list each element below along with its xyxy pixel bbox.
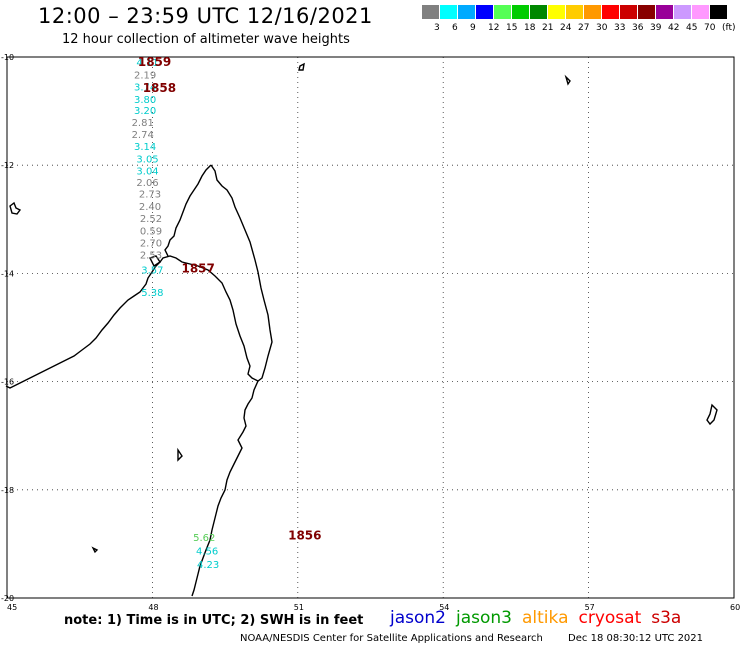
wave-height-value: 3.04 [136, 166, 158, 177]
map-frame [6, 56, 735, 599]
legend-swatch [620, 5, 637, 19]
legend-swatch [692, 5, 709, 19]
legend-swatch [584, 5, 601, 19]
longitude-label: 45 [7, 603, 17, 612]
satellite-jason3: jason3 [456, 608, 512, 628]
pass-time-label: 1858 [143, 81, 176, 95]
observation-labels: 4.11 2.193.743.803.202.812.743.143.053.04… [132, 55, 322, 571]
legend-label: 9 [470, 23, 476, 33]
note-text: note: 1) Time is in UTC; 2) SWH is in fe… [64, 613, 364, 628]
legend-label: 24 [560, 23, 572, 33]
satellite-cryosat: cryosat [578, 608, 642, 628]
wave-height-value: 4.56 [196, 547, 218, 558]
longitude-label: 54 [439, 603, 449, 612]
legend-label: 15 [506, 23, 518, 33]
legend-label: 3 [434, 23, 440, 33]
legend-label: 70 [704, 23, 716, 33]
legend-label: 27 [578, 23, 590, 33]
wave-height-value: 2.06 [136, 178, 158, 189]
wave-height-value: 2.53 [140, 250, 162, 261]
map-title: 12:00 – 23:59 UTC 12/16/2021 [38, 4, 373, 28]
wave-height-value: 5.38 [141, 288, 163, 299]
wave-height-value: 4.23 [197, 560, 219, 571]
legend-swatch [494, 5, 511, 19]
pass-time-label: 1859 [138, 55, 171, 69]
legend-swatch [530, 5, 547, 19]
legend-swatch [638, 5, 655, 19]
latitude-label: -18 [1, 486, 14, 495]
legend-label: 12 [488, 23, 500, 33]
wave-height-value: 3.80 [134, 95, 156, 106]
island-nosy-boraha [177, 447, 183, 462]
legend-label: 30 [596, 23, 608, 33]
island-small-west [91, 546, 99, 554]
wave-height-value: 3.14 [134, 142, 156, 153]
wave-height-value: 3.74 [134, 83, 156, 94]
longitude-label: 51 [294, 603, 304, 612]
legend-swatch [656, 5, 673, 19]
legend-swatch [548, 5, 565, 19]
satellite-altika: altika [522, 608, 569, 628]
latitude-label: -16 [1, 378, 14, 387]
legend-label: 42 [668, 23, 680, 33]
legend-swatch [710, 5, 727, 19]
wave-height-value: 2.52 [140, 214, 162, 225]
wave-height-value: 4.11 [136, 58, 158, 69]
wave-height-value: 0.59 [140, 226, 162, 237]
legend-swatch [422, 5, 439, 19]
longitude-label: 57 [585, 603, 595, 612]
latitude-label: -12 [1, 161, 14, 170]
island-nosy-be [149, 255, 161, 268]
longitude-label: 60 [730, 603, 740, 612]
wave-height-value: 3.57 [141, 265, 163, 276]
legend-swatch [674, 5, 691, 19]
coastline-madagascar-east [191, 380, 259, 597]
legend-swatch [566, 5, 583, 19]
legend-swatch [602, 5, 619, 19]
legend-label: 39 [650, 23, 662, 33]
wave-height-value: 3.05 [136, 154, 158, 165]
graticule: 45 48 51 54 57 60-10-12-14-16-18-20 [1, 53, 740, 612]
legend-swatch [440, 5, 457, 19]
wave-height-value: 2.70 [140, 238, 162, 249]
longitude-label: 48 [148, 603, 158, 612]
pass-time-label: 1856 [288, 529, 321, 543]
wave-height-value: 2.73 [139, 190, 161, 201]
coastline-madagascar-west-bays [164, 164, 212, 257]
satellite-jason2: jason2 [390, 608, 446, 628]
wave-height-value: 2.74 [132, 130, 154, 141]
wave-height-value: 2.19 [134, 71, 156, 82]
legend-unit: (ft) [722, 23, 736, 33]
wave-height-value: 2.81 [132, 118, 154, 129]
island-mayotte [9, 201, 22, 215]
legend-swatch [458, 5, 475, 19]
latitude-label: -14 [1, 269, 14, 278]
legend-label: 33 [614, 23, 626, 33]
coastline-madagascar [5, 164, 273, 389]
footer-timestamp: Dec 18 08:30:12 UTC 2021 [568, 633, 704, 644]
legend-label: 36 [632, 23, 644, 33]
pass-time-label: 1857 [181, 261, 214, 275]
wave-height-value: 5.62 [193, 533, 215, 544]
satellite-key: jason2 jason3 altika cryosat s3a [390, 608, 691, 628]
legend-label: 21 [542, 23, 554, 33]
island-small-north [298, 62, 305, 71]
satellite-s3a: s3a [651, 608, 682, 628]
wave-height-value: 2.40 [139, 202, 161, 213]
legend-swatch [512, 5, 529, 19]
map-subtitle: 12 hour collection of altimeter wave hei… [62, 32, 350, 47]
footer-credit: NOAA/NESDIS Center for Satellite Applica… [240, 633, 543, 644]
footer: NOAA/NESDIS Center for Satellite Applica… [240, 633, 703, 644]
island-mauritius [706, 403, 718, 426]
legend-swatch [476, 5, 493, 19]
legend-label: 6 [452, 23, 458, 33]
island-tromelin [564, 74, 571, 86]
wave-height-value: 3.20 [134, 106, 156, 117]
legend-label: 45 [686, 23, 698, 33]
legend-label: 18 [524, 23, 536, 33]
